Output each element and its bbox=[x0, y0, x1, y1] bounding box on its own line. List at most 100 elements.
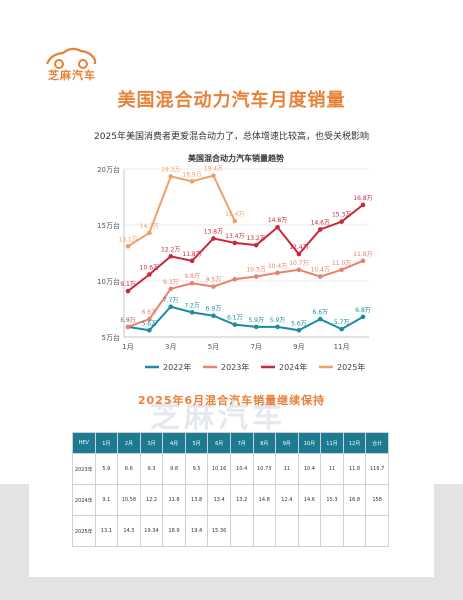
chart-title: 美国混合动力汽车销量趋势 bbox=[188, 153, 284, 163]
table-header-cell: 8月 bbox=[252, 432, 277, 454]
table-cell: 116.7 bbox=[365, 453, 389, 485]
table-cell: 12.2 bbox=[139, 484, 164, 516]
data-label: 14.6万 bbox=[311, 219, 330, 226]
data-label: 6.8万 bbox=[355, 307, 371, 314]
data-point bbox=[253, 324, 259, 330]
data-point bbox=[360, 258, 366, 264]
data-point bbox=[168, 304, 174, 310]
data-point bbox=[296, 267, 302, 273]
table-header-cell: 合计 bbox=[365, 432, 389, 454]
table-header-cell: 7月 bbox=[229, 432, 254, 454]
data-point bbox=[147, 327, 152, 333]
data-label: 13.4万 bbox=[225, 233, 244, 240]
series-line bbox=[127, 259, 364, 328]
data-point bbox=[189, 258, 195, 264]
table-cell: 15.3 bbox=[320, 484, 344, 516]
data-label: 7.2万 bbox=[184, 302, 200, 309]
table-cell bbox=[229, 515, 254, 547]
data-point bbox=[232, 218, 238, 224]
table-header-row: HEV 1月 2月 3月 4月 5月 6月 7月 8月 9月 10月 11月 12月 合计 bbox=[72, 432, 389, 454]
table-cell: 9.8 bbox=[162, 453, 186, 485]
data-label: 9.3万 bbox=[163, 279, 179, 286]
data-label: 6.3万 bbox=[120, 317, 136, 324]
legend-label: 2022年 bbox=[163, 362, 191, 372]
series-line bbox=[127, 174, 236, 248]
data-label: 10.6万 bbox=[140, 265, 159, 272]
y-tick-label: 20万台 bbox=[97, 165, 120, 174]
table-cell: 2024年 bbox=[72, 484, 96, 516]
data-point bbox=[339, 219, 344, 224]
data-point bbox=[232, 240, 238, 246]
y-tick-label: 10万台 bbox=[97, 277, 120, 286]
series-line bbox=[127, 305, 364, 332]
line-chart: 美国混合动力汽车销量趋势 5万台 10万台 15万台 20万台 1月 3月 5月 7月 9月 1… bbox=[97, 153, 373, 372]
data-point bbox=[339, 267, 344, 273]
data-point bbox=[147, 272, 152, 277]
x-tick-label: 7月 bbox=[250, 343, 261, 351]
table-cell: 16.8 bbox=[342, 484, 367, 516]
table-cell: 9.3 bbox=[139, 453, 164, 485]
data-point bbox=[296, 327, 302, 333]
data-point bbox=[253, 242, 259, 248]
table-row: 2025年 13.1 14.3 19.34 18.9 19.4 15.36 bbox=[72, 515, 389, 547]
table-cell: 13.1 bbox=[94, 515, 119, 547]
table-cell: 10.4 bbox=[229, 453, 254, 485]
data-label: 9.8万 bbox=[184, 273, 200, 280]
table-cell: 13.4 bbox=[207, 484, 231, 516]
series-line bbox=[127, 204, 364, 292]
table-cell: 14.6 bbox=[297, 484, 322, 516]
data-point bbox=[360, 202, 366, 208]
data-point bbox=[275, 270, 280, 276]
data-label: 5.6万 bbox=[142, 320, 158, 327]
table-row: 2023年 5.9 6.6 9.3 9.8 9.5 10.16 10.4 10.73 11 10.4… bbox=[72, 453, 389, 485]
legend-label: 2025年 bbox=[337, 362, 365, 372]
table-cell: 10.16 bbox=[207, 453, 231, 485]
data-point bbox=[232, 276, 238, 282]
data-label: 14.8万 bbox=[268, 217, 287, 224]
data-point bbox=[189, 280, 195, 286]
brand-name: 芝麻汽车 bbox=[48, 69, 96, 82]
table-header-cell: 3月 bbox=[139, 432, 164, 454]
table-header-cell: 4月 bbox=[162, 432, 186, 454]
data-label: 13.2万 bbox=[246, 235, 265, 242]
table-cell: 11.8 bbox=[342, 453, 367, 485]
data-label: 5.9万 bbox=[248, 317, 264, 324]
table-cell: 2025年 bbox=[72, 515, 96, 547]
data-label: 19.3万 bbox=[161, 166, 180, 173]
data-label: 11.8万 bbox=[353, 251, 372, 258]
table-cell: 9.1 bbox=[94, 484, 119, 516]
data-label: 9.5万 bbox=[206, 277, 222, 284]
data-label: 10.7万 bbox=[289, 260, 308, 267]
table-header-cell: 1月 bbox=[94, 432, 119, 454]
table-cell: 9.5 bbox=[184, 453, 209, 485]
data-label: 12.2万 bbox=[161, 246, 180, 253]
table-cell: 11 bbox=[275, 453, 299, 485]
table-cell: 11.8 bbox=[162, 484, 186, 516]
data-label: 13.8万 bbox=[204, 228, 223, 235]
data-point bbox=[147, 316, 152, 322]
data-point bbox=[168, 174, 174, 179]
data-point bbox=[211, 284, 216, 289]
data-point bbox=[275, 324, 280, 330]
data-point bbox=[211, 313, 216, 319]
y-tick-label: 5万台 bbox=[102, 333, 120, 342]
data-point bbox=[168, 254, 174, 259]
data-label: 14.3万 bbox=[140, 223, 159, 230]
table-cell: 14.3 bbox=[117, 515, 141, 547]
table-header-cell: 11月 bbox=[320, 432, 344, 454]
x-tick-label: 5月 bbox=[208, 343, 219, 351]
data-label: 18.9万 bbox=[182, 171, 201, 178]
data-label: 6.1万 bbox=[227, 315, 243, 322]
table-cell: 19.34 bbox=[139, 515, 164, 547]
x-tick-label: 3月 bbox=[165, 343, 176, 351]
data-label: 5.6万 bbox=[291, 320, 307, 327]
table-cell: 11 bbox=[320, 453, 344, 485]
page-subtitle: 2025年美国消费者更爱混合动力了，总体增速比较高，也受关税影响 bbox=[94, 132, 369, 142]
data-point bbox=[189, 179, 195, 184]
table-cell: 14.8 bbox=[252, 484, 277, 516]
data-point bbox=[147, 230, 152, 236]
table-cell bbox=[365, 515, 389, 547]
table-cell: 5.9 bbox=[94, 453, 119, 485]
data-point bbox=[211, 173, 216, 179]
table-header-cell: 5月 bbox=[184, 432, 209, 454]
